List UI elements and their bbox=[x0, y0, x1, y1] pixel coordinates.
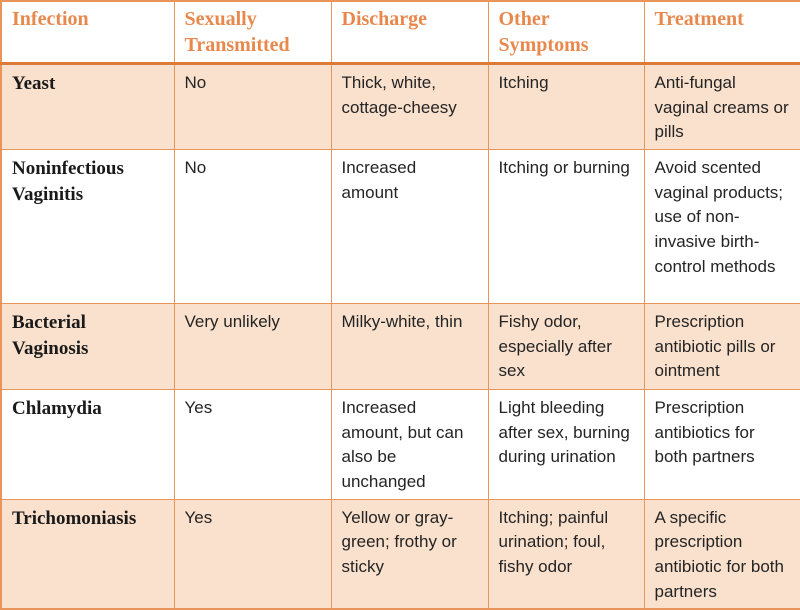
cell-other-symptoms: Itching or burning bbox=[487, 149, 645, 305]
cell-infection-name: Trichomoniasis bbox=[0, 498, 175, 610]
cell-other-symptoms: Itching; painful urination; foul, fishy … bbox=[487, 498, 645, 610]
cell-other-symptoms: Light bleeding after sex, burning during… bbox=[487, 389, 645, 500]
cell-treatment: Avoid scented vaginal products; use of n… bbox=[643, 149, 800, 305]
cell-infection-name: Noninfectious Vaginitis bbox=[0, 149, 175, 305]
table-row-bacterial-vaginosis: Bacterial Vaginosis Very unlikely Milky-… bbox=[0, 303, 800, 391]
cell-discharge: Yellow or gray-green; frothy or sticky bbox=[330, 498, 489, 610]
cell-discharge: Milky-white, thin bbox=[330, 303, 489, 391]
column-header-treatment: Treatment bbox=[643, 0, 800, 66]
cell-sexually-transmitted: Yes bbox=[173, 498, 332, 610]
column-header-sexually-transmitted: Sexually Transmitted bbox=[173, 0, 332, 66]
cell-treatment: Anti-fungal vaginal creams or pills bbox=[643, 63, 800, 151]
cell-treatment: A specific prescription antibiotic for b… bbox=[643, 498, 800, 610]
table-row-yeast: Yeast No Thick, white, cottage-cheesy It… bbox=[0, 63, 800, 151]
cell-sexually-transmitted: No bbox=[173, 149, 332, 305]
cell-infection-name: Bacterial Vaginosis bbox=[0, 303, 175, 391]
table-row-trichomoniasis: Trichomoniasis Yes Yellow or gray-green;… bbox=[0, 498, 800, 610]
cell-other-symptoms: Fishy odor, especially after sex bbox=[487, 303, 645, 391]
cell-infection-name: Chlamydia bbox=[0, 389, 175, 500]
column-header-discharge: Discharge bbox=[330, 0, 489, 66]
cell-sexually-transmitted: Yes bbox=[173, 389, 332, 500]
table-row-chlamydia: Chlamydia Yes Increased amount, but can … bbox=[0, 389, 800, 500]
cell-other-symptoms: Itching bbox=[487, 63, 645, 151]
cell-discharge: Thick, white, cottage-cheesy bbox=[330, 63, 489, 151]
cell-sexually-transmitted: Very unlikely bbox=[173, 303, 332, 391]
cell-infection-name: Yeast bbox=[0, 63, 175, 151]
cell-treatment: Prescription antibiotic pills or ointmen… bbox=[643, 303, 800, 391]
header-row: Infection Sexually Transmitted Discharge… bbox=[0, 0, 800, 66]
cell-discharge: Increased amount bbox=[330, 149, 489, 305]
cell-discharge: Increased amount, but can also be unchan… bbox=[330, 389, 489, 500]
table-row-noninfectious-vaginitis: Noninfectious Vaginitis No Increased amo… bbox=[0, 149, 800, 305]
cell-sexually-transmitted: No bbox=[173, 63, 332, 151]
column-header-infection: Infection bbox=[0, 0, 175, 66]
cell-treatment: Prescription antibiotics for both partne… bbox=[643, 389, 800, 500]
column-header-other-symptoms: Other Symptoms bbox=[487, 0, 645, 66]
